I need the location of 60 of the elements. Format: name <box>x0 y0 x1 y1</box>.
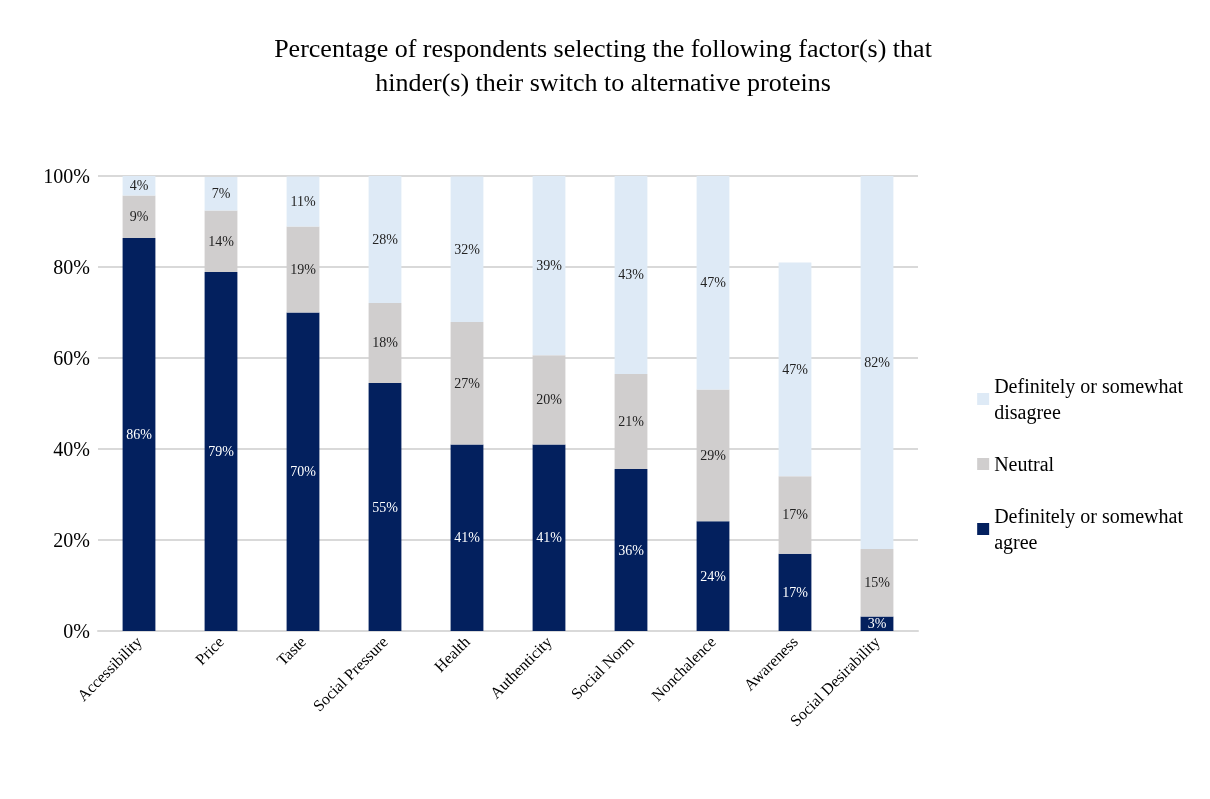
y-tick-label: 20% <box>53 529 90 551</box>
data-label: 41% <box>454 530 481 546</box>
data-label: 20% <box>536 392 563 408</box>
data-label: 36% <box>618 542 645 558</box>
data-label: 18% <box>372 335 399 351</box>
data-label: 24% <box>700 568 727 584</box>
bar <box>614 176 648 374</box>
data-label: 47% <box>700 275 727 291</box>
legend-label: Neutral <box>994 453 1055 475</box>
bar <box>778 262 812 477</box>
bar <box>450 444 484 631</box>
legend-label: Definitely or somewhat agree <box>994 505 1184 554</box>
y-tick-label: 40% <box>53 438 90 460</box>
data-label: 19% <box>290 262 317 277</box>
data-label: 15% <box>864 575 891 591</box>
bar <box>286 176 320 227</box>
data-label: 9% <box>129 209 149 225</box>
data-label: 29% <box>700 447 727 463</box>
y-tick-label: 100% <box>43 165 90 187</box>
data-label: 70% <box>290 464 317 480</box>
legend-label: Definitely or somewhat disagree <box>994 375 1184 424</box>
data-label: 79% <box>208 444 235 459</box>
data-label: 3% <box>867 616 887 632</box>
data-label: 4% <box>129 178 149 194</box>
bar <box>696 176 730 390</box>
data-label: 28% <box>372 231 399 247</box>
data-label: 17% <box>782 584 809 600</box>
data-label: 17% <box>782 507 809 523</box>
chart-title: Percentage of respondents selecting the following factor(s) that hinder(s) their switch to alternative proteins <box>274 33 933 97</box>
data-label: 41% <box>536 530 563 546</box>
data-label: 47% <box>782 361 809 377</box>
y-tick-label: 0% <box>63 620 90 642</box>
bar <box>450 176 484 323</box>
bar <box>860 176 894 550</box>
bar <box>122 237 156 631</box>
bar <box>532 444 566 631</box>
bar <box>696 521 730 631</box>
data-label: 7% <box>211 186 231 202</box>
bar <box>286 312 320 631</box>
data-label: 21% <box>618 413 645 429</box>
y-tick-label: 80% <box>53 256 90 278</box>
x-tick-label: Taste <box>273 632 310 669</box>
bar <box>778 553 812 631</box>
data-label: 32% <box>454 241 481 257</box>
bar <box>614 469 648 631</box>
bar <box>532 176 566 356</box>
data-label: 86% <box>126 426 153 442</box>
bar <box>860 549 894 617</box>
data-label: 55% <box>372 499 399 515</box>
data-label: 43% <box>618 267 645 283</box>
bar <box>204 272 238 631</box>
data-label: 11% <box>290 193 316 209</box>
x-tick-label: Price <box>191 632 228 669</box>
data-label: 82% <box>864 355 891 371</box>
data-label: 39% <box>536 258 563 274</box>
data-label: 27% <box>454 375 481 391</box>
bar <box>368 383 402 631</box>
y-tick-label: 60% <box>53 347 90 369</box>
data-label: 14% <box>208 233 235 249</box>
bar <box>368 176 402 303</box>
